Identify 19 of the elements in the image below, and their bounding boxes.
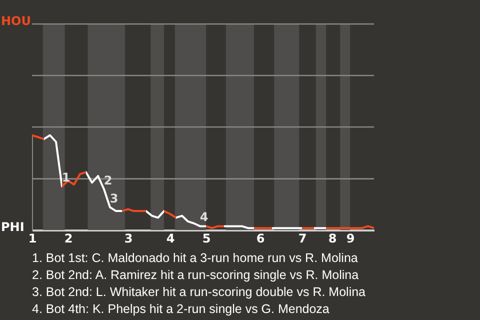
text: 4. Bot 4th: K. Phelps hit a 2-run single vs G. Mendoza bbox=[32, 302, 330, 316]
text: PHI bbox=[1, 220, 24, 234]
x-tick-label: 4 bbox=[166, 232, 175, 246]
text: 2. Bot 2nd: A. Ramirez hit a run-scoring single vs R. Molina bbox=[32, 268, 359, 282]
x-tick-label: 1 bbox=[28, 232, 37, 246]
annotation: 2 bbox=[104, 173, 112, 188]
text: HOU bbox=[1, 14, 31, 28]
x-tick-label: 2 bbox=[64, 232, 73, 246]
x-tick-label: 9 bbox=[346, 232, 355, 246]
x-tick-label: 8 bbox=[328, 232, 337, 246]
x-tick-label: 6 bbox=[256, 232, 265, 246]
annotation: 3 bbox=[110, 191, 118, 206]
text: 3. Bot 2nd: L. Whitaker hit a run-scoring double vs R. Molina bbox=[32, 285, 366, 299]
x-tick-label: 3 bbox=[124, 232, 133, 246]
x-tick-label: 5 bbox=[202, 232, 211, 246]
annotation: 1 bbox=[62, 170, 70, 184]
x-tick-label: 7 bbox=[298, 232, 307, 246]
text: 1. Bot 1st: C. Maldonado hit a 3-run home run vs R. Molina bbox=[32, 251, 358, 265]
annotation: 4 bbox=[200, 210, 208, 224]
